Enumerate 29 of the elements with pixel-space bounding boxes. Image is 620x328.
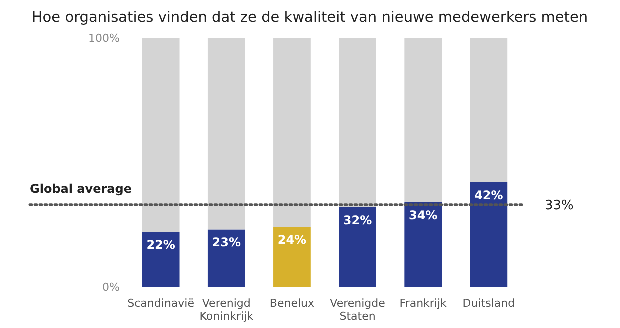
bar [142,232,180,287]
bar [274,38,311,228]
bar [208,230,246,287]
bar [404,38,442,202]
y-tick-label: 0% [102,280,120,294]
bar [339,207,376,287]
bar [470,182,508,287]
data-label: 22% [146,238,176,252]
data-label: 24% [278,233,307,248]
bar [339,38,376,208]
x-tick-label: Benelux [270,297,315,310]
bar [274,227,311,287]
x-tick-label: Verenigde Staten [330,297,386,323]
text: 33% [545,198,574,214]
bar [142,38,180,232]
data-label: 32% [343,213,372,228]
x-tick-label: Duitsland [462,297,516,310]
bar [470,38,508,182]
data-label: 23% [212,236,242,250]
chart-title: Hoe organisaties vinden dat ze de kwaliteit van nieuwe medewerkers meten [32,10,588,26]
x-tick-label: Scandinavië [128,297,195,310]
data-label: 34% [408,208,438,222]
data-label: 42% [474,188,504,202]
bar [404,202,442,287]
x-tick-label: Verenigd Koninkrijk [200,297,254,323]
bar [208,38,246,230]
y-tick-label: 100% [88,32,120,45]
ref-line-label: Global average [30,182,132,196]
x-tick-label: Frankrijk [400,297,448,310]
